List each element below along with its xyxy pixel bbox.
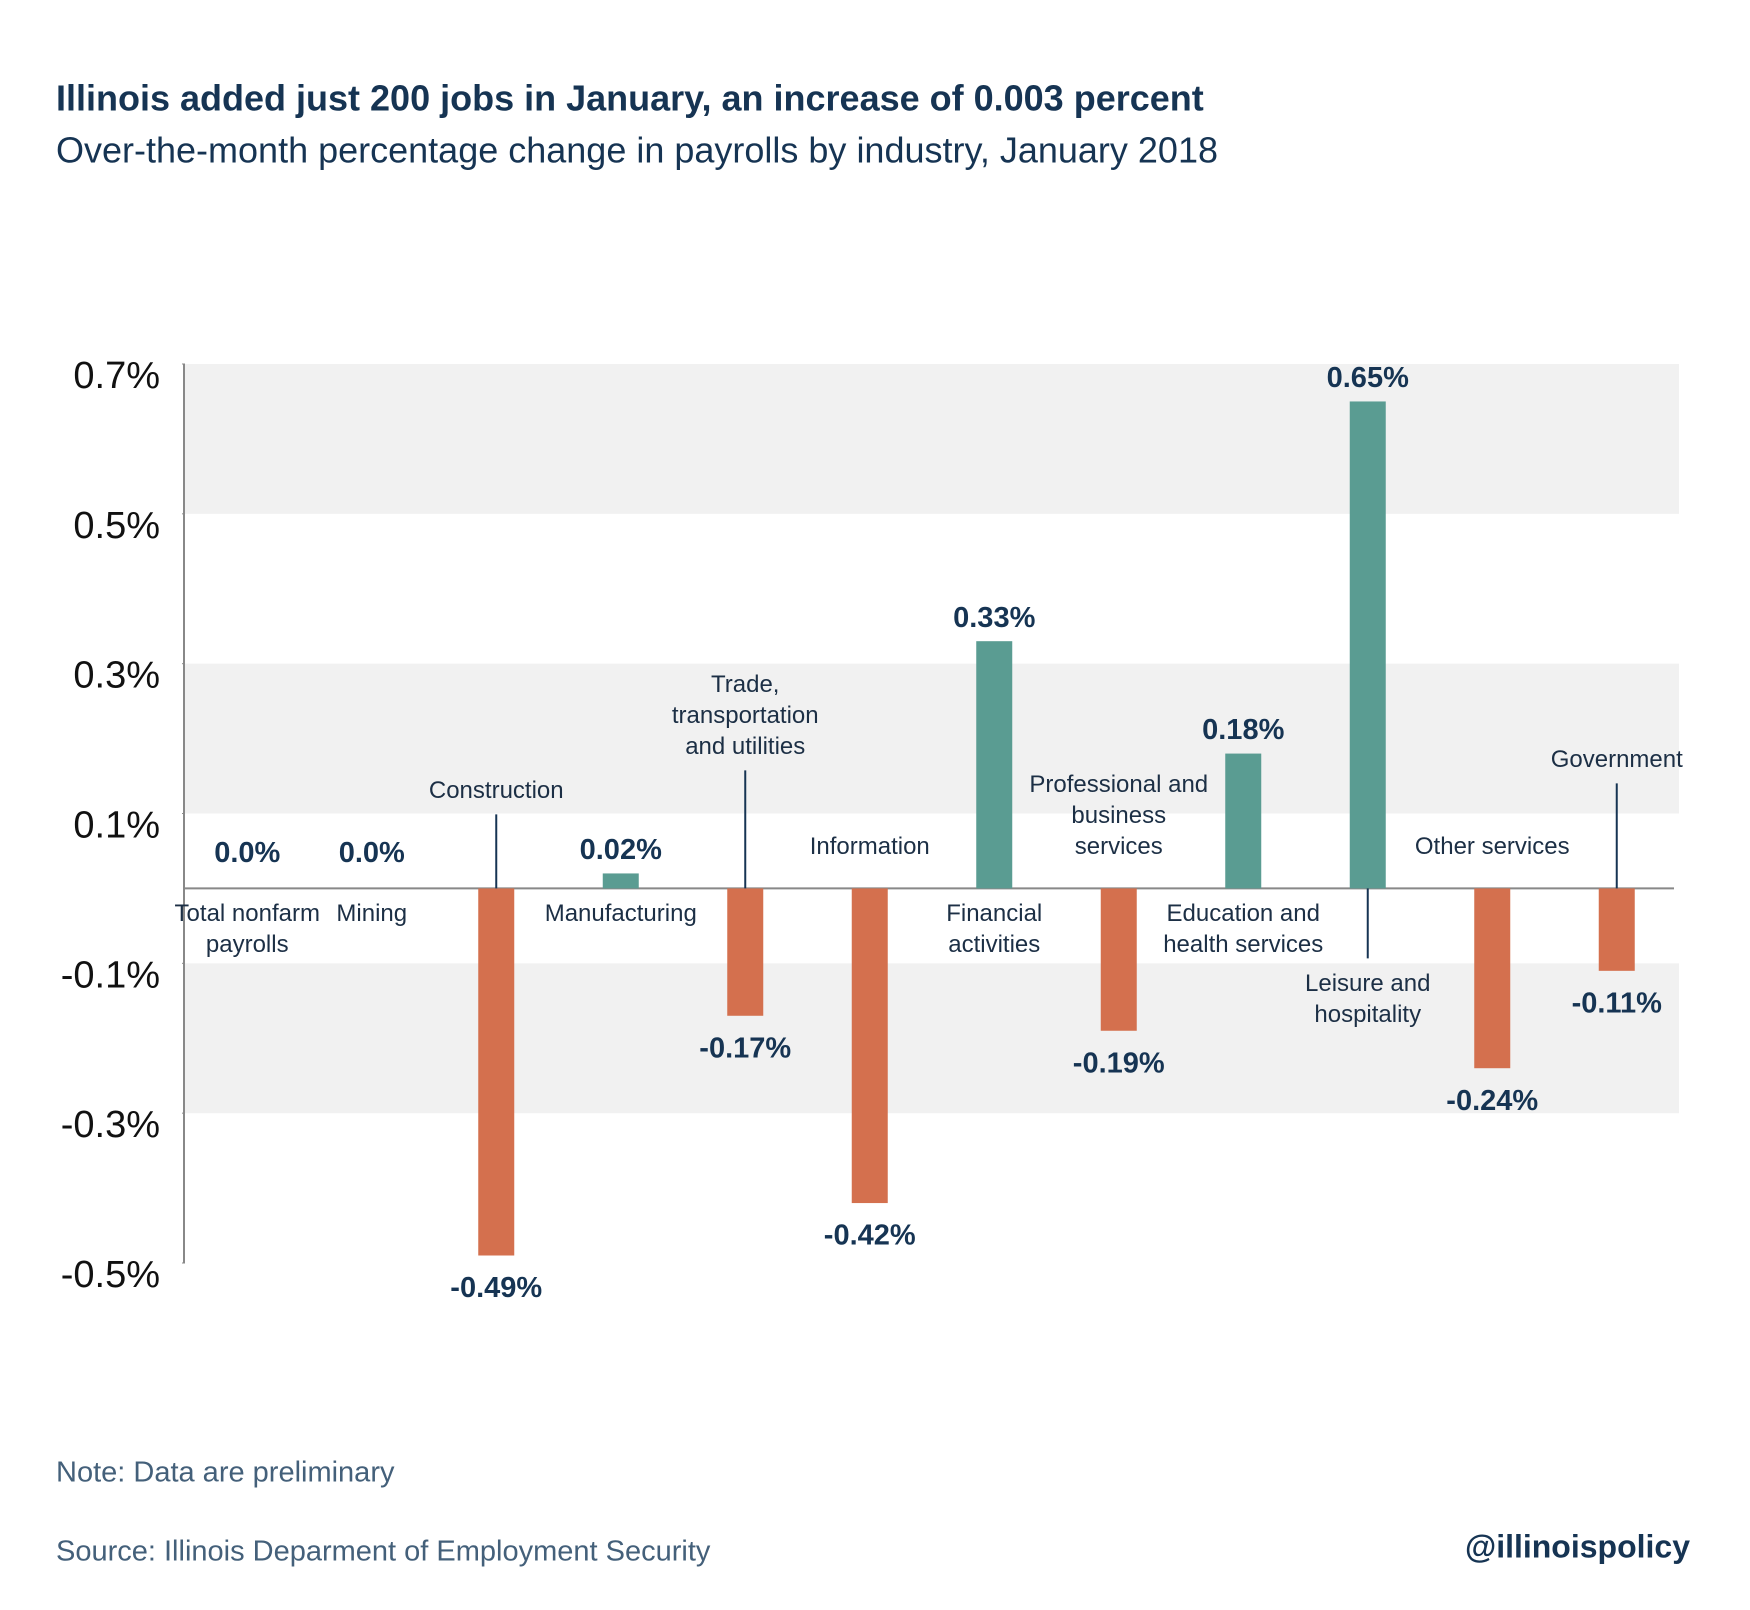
x-tick-label: Mining [336,900,408,928]
x-tick-label: Manufacturing [544,900,697,928]
y-tick-label: -0.3% [61,1104,160,1146]
x-tick-label: Construction [428,777,564,805]
bar [602,873,639,889]
y-tick-label: 0.1% [73,805,160,847]
x-tick-label: Trade, transportation and utilities [671,671,819,761]
value-label: 0.18% [1202,714,1284,746]
source: Source: Illinois Deparment of Employment… [56,1536,711,1568]
value-label: 0.02% [580,834,662,866]
y-tick-label: 0.3% [73,655,160,697]
x-tick-label: Other services [1414,833,1570,861]
chart-subtitle: Over-the-month percentage change in payr… [56,130,1218,171]
y-tick-label: 0.7% [73,355,160,397]
value-label: -0.49% [450,1272,542,1304]
x-tick-label: Financial activities [946,900,1043,959]
value-label: -0.17% [699,1032,791,1064]
bar [1100,888,1137,1031]
value-label: -0.42% [824,1220,916,1252]
bar [1349,401,1386,889]
bar [1598,888,1635,971]
bar [1474,888,1511,1069]
value-label: -0.24% [1446,1085,1538,1117]
value-label: -0.11% [1572,987,1662,1019]
value-label: 0.0% [214,837,280,869]
bar [976,641,1013,889]
grid-band [185,663,1679,814]
grid-band [185,364,1679,514]
x-tick-label: Government [1550,746,1683,774]
y-tick-label: -0.5% [61,1254,160,1296]
bar [851,888,888,1204]
chart-title: Illinois added just 200 jobs in January,… [56,78,1204,119]
x-tick-label: Professional and business services [1029,771,1209,861]
bar [727,888,764,1016]
x-tick-label: Total nonfarm payrolls [174,900,320,959]
value-label: 0.65% [1327,362,1409,394]
value-label: 0.0% [339,837,405,869]
note: Note: Data are preliminary [56,1457,395,1489]
x-tick-label: Education and health services [1163,900,1324,959]
value-label: 0.33% [953,602,1035,634]
y-tick-label: 0.5% [73,505,160,547]
y-tick-label: -0.1% [61,954,160,996]
bar [1225,753,1262,889]
x-tick-label: Information [809,833,930,861]
bar [478,888,515,1256]
x-tick-label: Leisure and hospitality [1305,970,1431,1029]
credit: @illinoispolicy [1465,1528,1690,1564]
value-label: -0.19% [1073,1047,1165,1079]
grid-band [185,963,1679,1114]
